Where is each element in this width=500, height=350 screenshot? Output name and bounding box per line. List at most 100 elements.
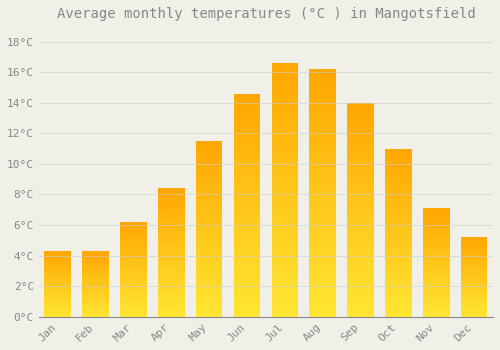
Bar: [423, 231, 450, 232]
Bar: [461, 315, 487, 316]
Bar: [120, 296, 146, 297]
Bar: [385, 234, 411, 236]
Bar: [385, 305, 411, 307]
Bar: [385, 275, 411, 276]
Bar: [44, 286, 71, 287]
Bar: [234, 254, 260, 257]
Bar: [385, 296, 411, 298]
Bar: [423, 285, 450, 286]
Bar: [44, 259, 71, 260]
Bar: [461, 302, 487, 303]
Bar: [310, 166, 336, 168]
Bar: [423, 295, 450, 296]
Bar: [310, 297, 336, 300]
Bar: [423, 294, 450, 295]
Bar: [423, 223, 450, 224]
Bar: [120, 240, 146, 241]
Bar: [310, 111, 336, 114]
Bar: [310, 203, 336, 205]
Bar: [385, 155, 411, 157]
Bar: [234, 116, 260, 118]
Bar: [272, 114, 298, 116]
Bar: [234, 263, 260, 265]
Bar: [385, 199, 411, 201]
Bar: [348, 150, 374, 152]
Bar: [234, 259, 260, 261]
Bar: [272, 215, 298, 218]
Bar: [348, 274, 374, 276]
Bar: [348, 154, 374, 156]
Bar: [423, 248, 450, 250]
Bar: [44, 316, 71, 317]
Bar: [120, 244, 146, 245]
Bar: [158, 237, 184, 238]
Bar: [234, 203, 260, 205]
Bar: [310, 178, 336, 181]
Bar: [310, 233, 336, 235]
Bar: [44, 297, 71, 298]
Bar: [310, 144, 336, 146]
Bar: [82, 288, 109, 289]
Bar: [423, 214, 450, 215]
Bar: [348, 289, 374, 291]
Bar: [423, 250, 450, 251]
Bar: [310, 104, 336, 106]
Bar: [348, 159, 374, 161]
Bar: [348, 291, 374, 293]
Bar: [82, 309, 109, 310]
Bar: [461, 253, 487, 254]
Bar: [348, 282, 374, 285]
Bar: [461, 274, 487, 275]
Bar: [44, 284, 71, 285]
Bar: [120, 302, 146, 303]
Bar: [234, 93, 260, 96]
Bar: [120, 239, 146, 240]
Bar: [44, 299, 71, 300]
Bar: [310, 141, 336, 144]
Bar: [272, 149, 298, 152]
Bar: [272, 299, 298, 302]
Bar: [196, 231, 222, 232]
Bar: [385, 256, 411, 258]
Bar: [120, 230, 146, 231]
Bar: [234, 152, 260, 154]
Bar: [310, 267, 336, 270]
Bar: [423, 284, 450, 285]
Bar: [234, 169, 260, 172]
Bar: [120, 292, 146, 293]
Bar: [385, 310, 411, 312]
Bar: [272, 134, 298, 136]
Bar: [461, 279, 487, 280]
Bar: [158, 199, 184, 200]
Bar: [461, 289, 487, 290]
Bar: [196, 275, 222, 276]
Bar: [348, 263, 374, 265]
Bar: [120, 242, 146, 243]
Bar: [44, 275, 71, 276]
Bar: [423, 218, 450, 219]
Bar: [44, 253, 71, 254]
Bar: [423, 243, 450, 244]
Bar: [423, 262, 450, 264]
Bar: [234, 98, 260, 100]
Bar: [385, 169, 411, 170]
Bar: [196, 155, 222, 157]
Bar: [82, 264, 109, 265]
Bar: [348, 180, 374, 182]
Bar: [461, 272, 487, 273]
Bar: [348, 124, 374, 126]
Bar: [158, 314, 184, 315]
Bar: [44, 304, 71, 305]
Bar: [385, 184, 411, 186]
Bar: [158, 281, 184, 282]
Bar: [461, 310, 487, 311]
Bar: [272, 76, 298, 78]
Bar: [234, 100, 260, 103]
Bar: [272, 292, 298, 294]
Bar: [348, 298, 374, 300]
Bar: [348, 131, 374, 133]
Bar: [44, 281, 71, 282]
Bar: [196, 194, 222, 195]
Bar: [158, 267, 184, 268]
Bar: [385, 280, 411, 281]
